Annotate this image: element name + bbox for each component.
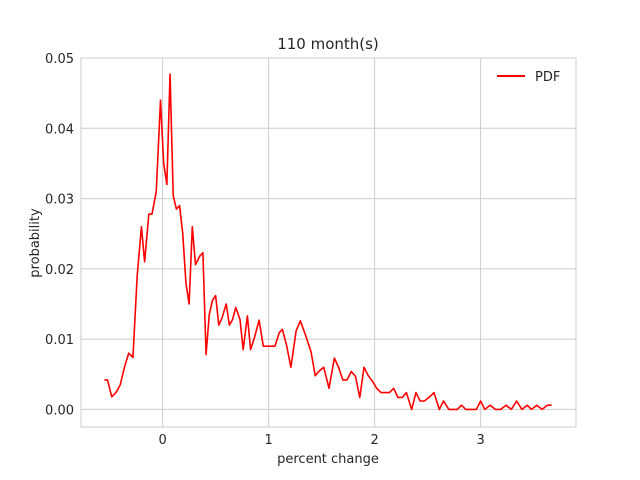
x-tick-label: 2 <box>370 433 378 448</box>
legend: PDF <box>490 64 570 90</box>
y-tick-labels: 0.00 0.01 0.02 0.03 0.04 0.05 <box>45 52 74 418</box>
y-tick-label: 0.04 <box>45 122 74 137</box>
x-tick-labels: 0 1 2 3 <box>158 433 484 448</box>
chart-title: 110 month(s) <box>277 35 379 53</box>
series-line-pdf <box>104 73 552 411</box>
y-axis-label: probability <box>28 208 43 278</box>
series-layer <box>104 73 552 411</box>
y-tick-label: 0.03 <box>45 193 74 208</box>
y-tick-label: 0.02 <box>45 263 74 278</box>
plot-frame <box>80 57 577 428</box>
legend-label-pdf: PDF <box>535 70 560 85</box>
x-axis-label: percent change <box>277 452 379 467</box>
y-tick-label: 0.00 <box>45 403 74 418</box>
x-tick-label: 3 <box>476 433 484 448</box>
plot-background <box>81 58 576 427</box>
x-tick-label: 1 <box>264 433 272 448</box>
y-tick-label: 0.05 <box>45 52 74 67</box>
x-tick-label: 0 <box>158 433 166 448</box>
y-tick-label: 0.01 <box>45 333 74 348</box>
